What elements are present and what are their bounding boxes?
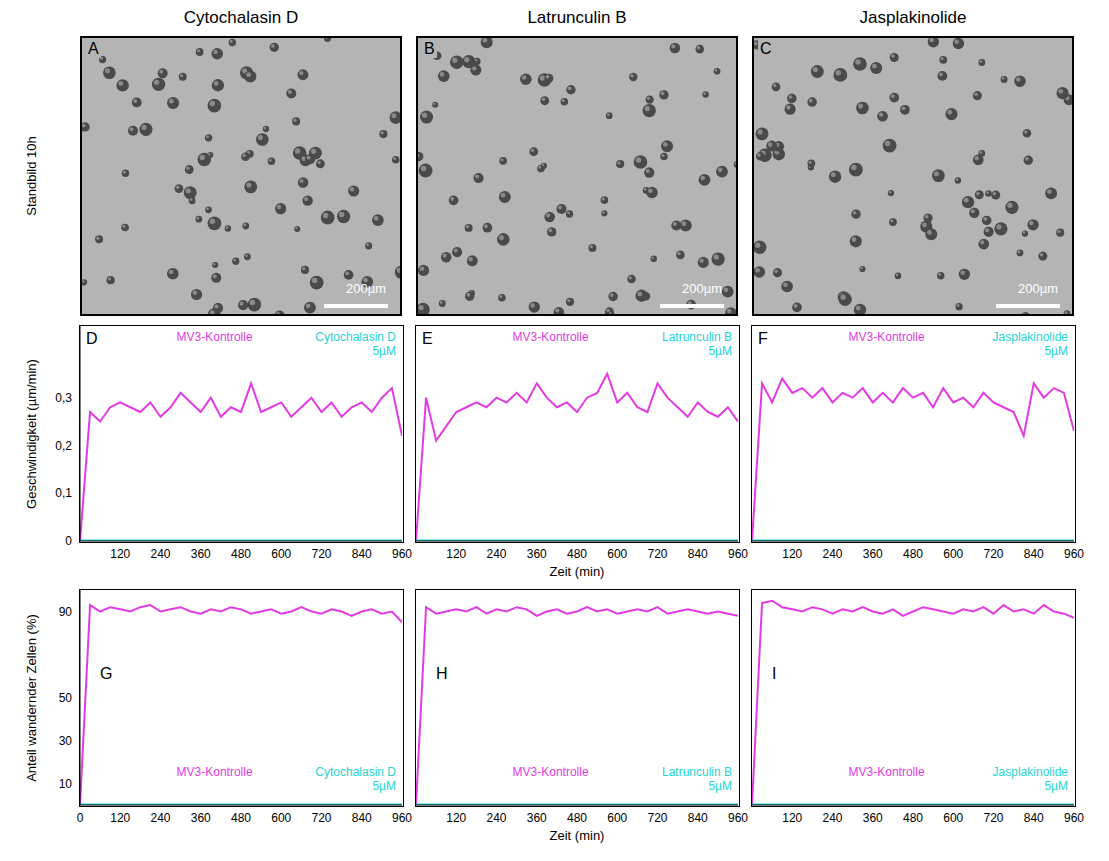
svg-text:360: 360 xyxy=(191,547,211,561)
svg-text:840: 840 xyxy=(1024,547,1044,561)
html-text:D: D xyxy=(86,330,98,347)
svg-text:0,1: 0,1 xyxy=(55,486,72,500)
html-text:Latrunculin B: Latrunculin B xyxy=(662,330,732,344)
svg-text:600: 600 xyxy=(607,547,627,561)
svg-text:840: 840 xyxy=(352,811,372,825)
svg-text:960: 960 xyxy=(728,547,748,561)
svg-text:240: 240 xyxy=(150,811,170,825)
svg-text:50: 50 xyxy=(59,691,73,705)
svg-text:480: 480 xyxy=(567,547,587,561)
html-text:200µm: 200µm xyxy=(682,281,722,296)
html-text:A: A xyxy=(88,40,99,57)
svg-text:360: 360 xyxy=(191,811,211,825)
html-text:G: G xyxy=(100,665,113,683)
html-text:5µM: 5µM xyxy=(372,344,396,358)
svg-text:960: 960 xyxy=(1064,547,1084,561)
svg-text:90: 90 xyxy=(59,605,73,619)
html-text:Cytochalasin D: Cytochalasin D xyxy=(183,8,299,27)
html-text:H: H xyxy=(436,665,448,683)
svg-text:960: 960 xyxy=(728,811,748,825)
svg-text:720: 720 xyxy=(983,547,1003,561)
html-text:Latrunculin B: Latrunculin B xyxy=(527,8,627,27)
svg-text:240: 240 xyxy=(822,811,842,825)
svg-text:600: 600 xyxy=(607,811,627,825)
svg-text:480: 480 xyxy=(567,811,587,825)
svg-text:240: 240 xyxy=(822,547,842,561)
svg-text:10: 10 xyxy=(59,777,73,791)
svg-text:240: 240 xyxy=(486,547,506,561)
svg-text:720: 720 xyxy=(311,811,331,825)
html-text:MV3-Kontrolle: MV3-Kontrolle xyxy=(176,330,253,344)
html-text:5µM: 5µM xyxy=(708,344,732,358)
svg-text:840: 840 xyxy=(1024,811,1044,825)
html-text:B: B xyxy=(424,40,435,57)
svg-text:0,2: 0,2 xyxy=(55,439,72,453)
html-text:Jasplakinolide: Jasplakinolide xyxy=(859,8,967,27)
html-text:5µM: 5µM xyxy=(372,779,396,793)
html-text:Latrunculin B: Latrunculin B xyxy=(662,765,732,779)
svg-text:120: 120 xyxy=(446,811,466,825)
svg-text:120: 120 xyxy=(446,547,466,561)
svg-text:600: 600 xyxy=(271,811,291,825)
svg-text:720: 720 xyxy=(311,547,331,561)
html-text:200µm: 200µm xyxy=(346,281,386,296)
svg-text:120: 120 xyxy=(782,547,802,561)
html-text:200µm: 200µm xyxy=(1018,281,1058,296)
html-text:Geschwindigkeit (µm/min): Geschwindigkeit (µm/min) xyxy=(24,358,39,509)
html-text:MV3-Kontrolle: MV3-Kontrolle xyxy=(848,330,925,344)
html-text:5µM: 5µM xyxy=(708,779,732,793)
html-text:Jasplakinolide: Jasplakinolide xyxy=(992,765,1068,779)
svg-text:120: 120 xyxy=(110,811,130,825)
html-text:E: E xyxy=(422,330,433,347)
svg-text:0: 0 xyxy=(77,811,84,825)
html-text:MV3-Kontrolle: MV3-Kontrolle xyxy=(848,765,925,779)
svg-text:960: 960 xyxy=(1064,811,1084,825)
html-text:I: I xyxy=(772,665,777,683)
svg-text:840: 840 xyxy=(688,811,708,825)
html-text:Cytochalasin D: Cytochalasin D xyxy=(315,765,396,779)
svg-text:30: 30 xyxy=(59,734,73,748)
svg-text:720: 720 xyxy=(647,811,667,825)
svg-text:360: 360 xyxy=(527,547,547,561)
svg-text:360: 360 xyxy=(863,547,883,561)
svg-text:240: 240 xyxy=(150,547,170,561)
html-text:5µM: 5µM xyxy=(1044,779,1068,793)
svg-text:840: 840 xyxy=(688,547,708,561)
svg-text:600: 600 xyxy=(943,811,963,825)
svg-text:0,3: 0,3 xyxy=(55,391,72,405)
svg-text:480: 480 xyxy=(903,547,923,561)
svg-text:360: 360 xyxy=(863,811,883,825)
html-text:MV3-Kontrolle: MV3-Kontrolle xyxy=(512,765,589,779)
svg-text:480: 480 xyxy=(231,811,251,825)
svg-text:960: 960 xyxy=(392,547,412,561)
svg-text:840: 840 xyxy=(352,547,372,561)
svg-text:120: 120 xyxy=(782,811,802,825)
svg-text:0: 0 xyxy=(65,534,72,548)
html-text:5µM: 5µM xyxy=(1044,344,1068,358)
svg-text:240: 240 xyxy=(486,811,506,825)
svg-text:960: 960 xyxy=(392,811,412,825)
html-text:MV3-Kontrolle: MV3-Kontrolle xyxy=(176,765,253,779)
svg-text:600: 600 xyxy=(271,547,291,561)
html-text:Anteil wandernder Zellen (%): Anteil wandernder Zellen (%) xyxy=(24,613,39,782)
svg-text:480: 480 xyxy=(231,547,251,561)
html-text:Zeit (min): Zeit (min) xyxy=(549,828,605,843)
svg-text:720: 720 xyxy=(983,811,1003,825)
html-text:C: C xyxy=(760,40,772,57)
html-text:Zeit (min): Zeit (min) xyxy=(549,564,605,579)
svg-text:480: 480 xyxy=(903,811,923,825)
html-text:Cytochalasin D: Cytochalasin D xyxy=(315,330,396,344)
html-text:Jasplakinolide: Jasplakinolide xyxy=(992,330,1068,344)
html-text:Standbild 10h: Standbild 10h xyxy=(24,136,39,216)
svg-text:120: 120 xyxy=(110,547,130,561)
html-text:MV3-Kontrolle: MV3-Kontrolle xyxy=(512,330,589,344)
svg-text:600: 600 xyxy=(943,547,963,561)
html-text:F: F xyxy=(758,330,768,347)
svg-text:720: 720 xyxy=(647,547,667,561)
svg-text:360: 360 xyxy=(527,811,547,825)
